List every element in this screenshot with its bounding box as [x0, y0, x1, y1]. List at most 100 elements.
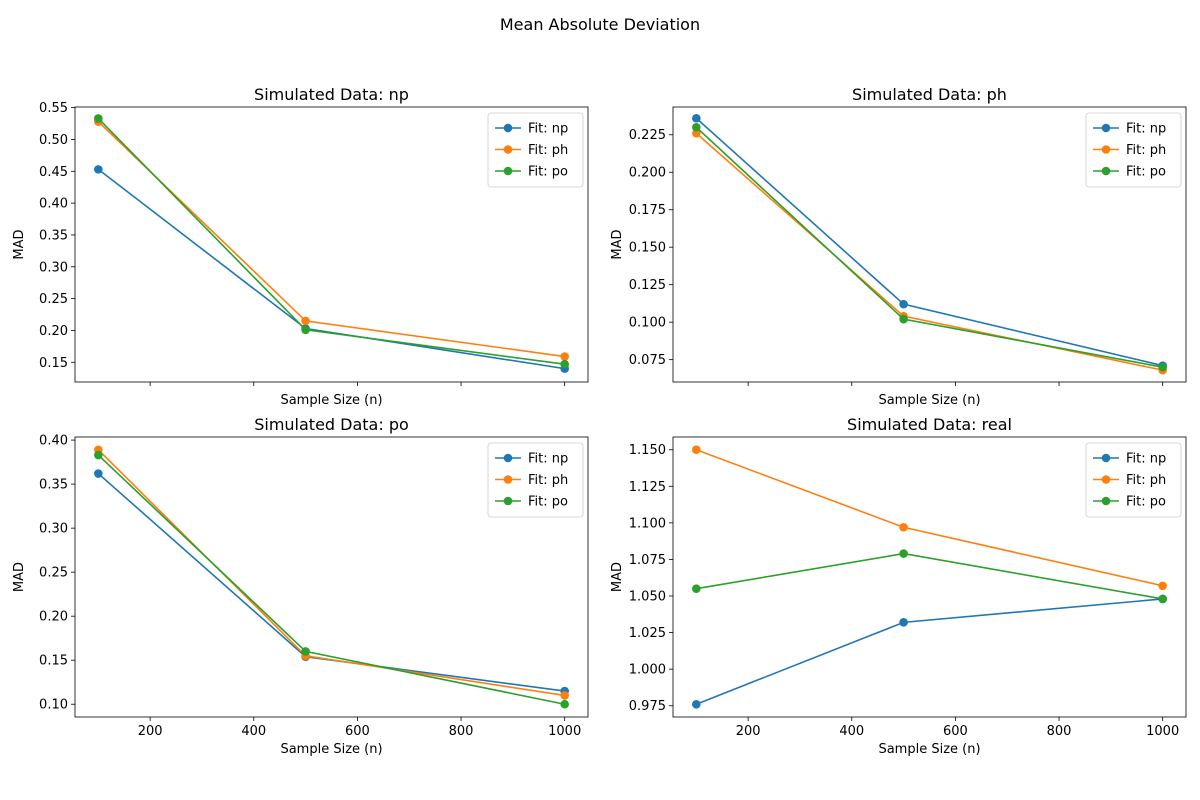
data-point: [692, 128, 701, 138]
legend-marker: [1101, 166, 1111, 176]
legend-label: Fit: po: [1126, 165, 1166, 180]
subplot-1: Simulated Data: np 0.15 0.20 0.25 0.30 0.35 0.…: [12, 85, 589, 408]
y-tick-label: 1.100: [629, 516, 666, 531]
y-tick-label: 0.225: [629, 128, 666, 143]
data-point: [692, 122, 701, 132]
legend: Fit: np Fit: ph Fit: po: [487, 442, 584, 518]
legend-marker: [1101, 145, 1111, 154]
axes-frame: [74, 106, 589, 383]
data-point: [692, 113, 701, 123]
legend-box: [487, 112, 584, 188]
subplot-2: Simulated Data: ph 0.075 0.100 0.125 0.150 0.…: [610, 85, 1187, 408]
y-tick-label: 0.20: [39, 610, 68, 625]
y-tick-label: 0.125: [629, 278, 666, 293]
data-point: [1158, 362, 1167, 372]
data-point: [94, 469, 103, 478]
figure-suptitle: Mean Absolute Deviation: [500, 15, 700, 34]
data-point: [692, 699, 701, 709]
y-tick-label: 0.40: [39, 197, 68, 212]
y-tick-label: 0.15: [39, 654, 68, 669]
subplot-4: Simulated Data: real 200 400 600 800 1000 0.97…: [610, 415, 1187, 757]
y-tick-label: 1.150: [629, 443, 666, 458]
y-tick-label: 0.35: [39, 228, 68, 243]
y-tick-label: 0.30: [39, 522, 68, 537]
x-tick-label: 200: [138, 724, 163, 739]
y-tick-label: 0.075: [629, 353, 666, 368]
legend-label: Fit: np: [528, 452, 568, 467]
axes-frame: [74, 436, 589, 718]
subplot-title: Simulated Data: np: [254, 85, 409, 104]
y-axis-label: MAD: [12, 562, 27, 592]
data-point: [301, 325, 310, 335]
legend-marker: [503, 145, 513, 154]
y-axis-label: MAD: [610, 229, 625, 259]
legend-marker: [503, 475, 513, 484]
y-tick-label: 0.175: [629, 203, 666, 218]
legend-box: [487, 442, 584, 518]
x-axis-label: Sample Size (n): [280, 393, 382, 408]
data-point: [560, 352, 569, 361]
y-tick-label: 0.20: [39, 324, 68, 339]
data-point: [692, 584, 701, 594]
x-tick-label: 400: [241, 724, 266, 739]
axes-frame: [672, 436, 1187, 718]
legend-marker: [1101, 123, 1111, 133]
x-axis-label: Sample Size (n): [280, 742, 382, 757]
subplot-title: Simulated Data: real: [847, 415, 1012, 434]
data-point: [899, 299, 908, 309]
y-axis-label: MAD: [610, 562, 625, 592]
data-point: [899, 549, 908, 558]
data-point: [94, 114, 103, 123]
y-tick-label: 0.35: [39, 478, 68, 493]
y-tick-label: 0.150: [629, 241, 666, 256]
legend-marker: [503, 166, 513, 176]
y-tick-label: 1.000: [629, 663, 666, 678]
y-tick-label: 0.30: [39, 260, 68, 275]
x-tick-label: 800: [1047, 724, 1072, 739]
y-tick-label: 0.10: [39, 698, 68, 713]
legend-label: Fit: po: [528, 495, 568, 510]
data-point: [1158, 581, 1167, 591]
data-point: [692, 445, 701, 455]
y-tick-label: 1.050: [629, 590, 666, 605]
y-tick-label: 0.975: [629, 699, 666, 714]
y-tick-label: 0.100: [629, 316, 666, 331]
legend-label: Fit: po: [528, 165, 568, 180]
legend-marker: [1101, 496, 1111, 506]
legend-marker: [503, 123, 513, 133]
y-tick-label: 0.55: [39, 101, 68, 116]
legend-marker: [503, 496, 513, 506]
x-axis-label: Sample Size (n): [878, 742, 980, 757]
data-point: [94, 450, 103, 460]
data-point: [899, 314, 908, 324]
x-tick-label: 400: [839, 724, 864, 739]
x-tick-label: 600: [943, 724, 968, 739]
legend: Fit: np Fit: ph Fit: po: [487, 112, 584, 188]
y-tick-label: 1.125: [629, 480, 666, 495]
y-axis-label: MAD: [12, 229, 27, 259]
subplot-title: Simulated Data: po: [254, 415, 409, 434]
x-tick-label: 200: [736, 724, 761, 739]
data-point: [560, 691, 569, 700]
y-tick-label: 1.075: [629, 553, 666, 568]
y-tick-label: 0.200: [629, 166, 666, 181]
legend: Fit: np Fit: ph Fit: po: [1085, 112, 1182, 188]
legend-label: Fit: po: [1126, 495, 1166, 510]
legend: Fit: np Fit: ph Fit: po: [1085, 442, 1182, 518]
y-tick-label: 0.45: [39, 165, 68, 180]
x-tick-label: 600: [345, 724, 370, 739]
y-tick-label: 0.25: [39, 566, 68, 581]
data-point: [301, 647, 310, 656]
legend-box: [1085, 442, 1182, 518]
data-point: [560, 699, 569, 709]
data-point: [94, 165, 103, 174]
legend-label: Fit: np: [1126, 452, 1166, 467]
legend-label: Fit: ph: [528, 143, 568, 158]
data-point: [899, 522, 908, 532]
legend-marker: [1101, 475, 1111, 484]
x-tick-label: 800: [449, 724, 474, 739]
y-tick-label: 0.40: [39, 434, 68, 449]
legend-label: Fit: np: [1126, 122, 1166, 137]
data-point: [301, 316, 310, 326]
